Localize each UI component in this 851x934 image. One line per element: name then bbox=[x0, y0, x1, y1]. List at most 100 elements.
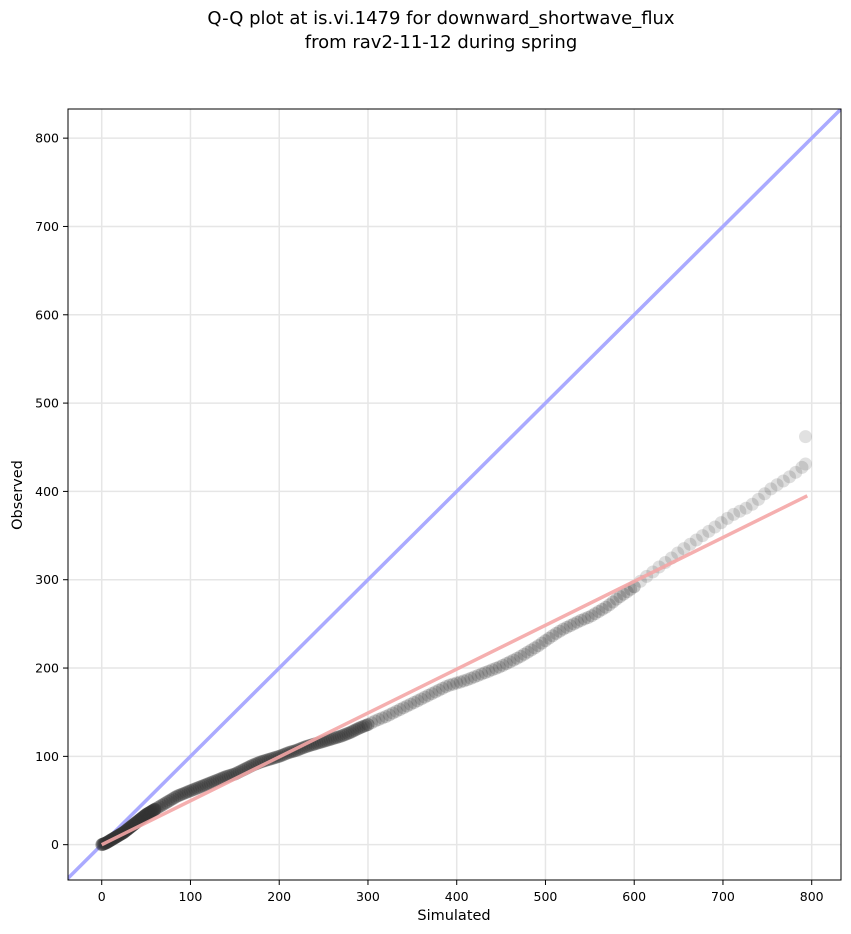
quantile-point bbox=[739, 501, 753, 515]
quantile-point bbox=[595, 602, 609, 616]
quantile-point bbox=[339, 727, 353, 741]
quantile-point bbox=[727, 507, 741, 521]
quantile-point bbox=[467, 670, 481, 684]
quantile-point bbox=[689, 533, 703, 547]
quantile-point bbox=[581, 611, 595, 625]
quantile-point bbox=[208, 774, 222, 788]
y-tick-label: 500 bbox=[35, 396, 59, 411]
x-axis-ticks: 0 100 200 300 400 500 600 700 800 bbox=[98, 880, 824, 904]
quantile-point bbox=[549, 626, 563, 640]
quantile-point bbox=[588, 607, 602, 621]
quantile-point bbox=[720, 511, 734, 525]
quantile-point bbox=[354, 720, 368, 734]
quantile-point bbox=[148, 802, 162, 816]
quantile-point bbox=[609, 592, 623, 606]
quantile-point bbox=[453, 675, 467, 689]
one-to-one-line bbox=[68, 109, 841, 880]
x-tick-label: 800 bbox=[800, 889, 824, 904]
quantile-point bbox=[439, 680, 453, 694]
quantile-point bbox=[206, 775, 220, 789]
regression-fit-line bbox=[100, 494, 809, 847]
quantile-point bbox=[733, 504, 747, 518]
quantile-point bbox=[215, 771, 229, 785]
quantile-point bbox=[606, 595, 620, 609]
y-tick-label: 200 bbox=[35, 661, 59, 676]
quantile-point bbox=[177, 786, 191, 800]
quantile-point bbox=[499, 657, 513, 671]
quantile-point bbox=[365, 716, 379, 730]
quantile-point bbox=[140, 807, 154, 821]
quantile-point bbox=[170, 789, 184, 803]
quantile-point bbox=[528, 641, 542, 655]
quantile-point bbox=[460, 673, 474, 687]
quantile-point bbox=[770, 478, 784, 492]
quantile-point bbox=[139, 807, 153, 821]
quantile-point bbox=[428, 685, 442, 699]
quantile-point bbox=[677, 542, 691, 556]
x-axis-label: Simulated bbox=[417, 908, 490, 924]
quantile-point bbox=[745, 497, 759, 511]
quantile-point bbox=[136, 810, 150, 824]
quantile-point bbox=[142, 806, 156, 820]
quantile-point bbox=[147, 803, 161, 817]
quantile-point bbox=[137, 809, 151, 823]
quantile-point bbox=[396, 701, 410, 715]
quantile-point bbox=[404, 697, 418, 711]
quantile-point bbox=[432, 683, 446, 697]
quantile-point bbox=[436, 681, 450, 695]
quantile-point bbox=[175, 787, 189, 801]
quantile-point bbox=[708, 520, 722, 534]
quantile-point bbox=[714, 516, 728, 530]
quantile-point bbox=[471, 668, 485, 682]
quantile-point bbox=[143, 805, 157, 819]
quantile-point bbox=[203, 776, 217, 790]
quantile-point bbox=[553, 624, 567, 638]
quantile-point bbox=[457, 674, 471, 688]
quantile-point bbox=[350, 722, 364, 736]
quantile-point bbox=[556, 622, 570, 636]
y-tick-label: 300 bbox=[35, 572, 59, 587]
quantile-point bbox=[135, 811, 149, 825]
quantile-point bbox=[450, 676, 464, 690]
quantile-point bbox=[758, 487, 772, 501]
quantile-point bbox=[159, 796, 173, 810]
quantile-points bbox=[95, 430, 813, 852]
quantile-point bbox=[683, 537, 697, 551]
quantile-point bbox=[764, 482, 778, 496]
quantile-point bbox=[148, 802, 162, 816]
quantile-point bbox=[507, 653, 521, 667]
x-tick-label: 400 bbox=[445, 889, 469, 904]
quantile-point bbox=[144, 805, 158, 819]
quantile-point bbox=[570, 615, 584, 629]
quantile-point bbox=[443, 678, 457, 692]
quantile-point bbox=[210, 773, 224, 787]
quantile-point bbox=[446, 677, 460, 691]
quantile-point bbox=[150, 801, 164, 815]
x-tick-label: 100 bbox=[179, 889, 203, 904]
quantile-point bbox=[332, 730, 346, 744]
plot-area bbox=[68, 109, 841, 880]
quantile-point bbox=[190, 781, 204, 795]
quantile-point bbox=[407, 695, 421, 709]
quantile-point bbox=[795, 460, 809, 474]
quantile-point bbox=[546, 629, 560, 643]
quantile-point bbox=[334, 729, 348, 743]
x-tick-label: 200 bbox=[267, 889, 291, 904]
quantile-point bbox=[345, 724, 359, 738]
quantile-point bbox=[321, 733, 335, 747]
quantile-point bbox=[602, 598, 616, 612]
quantile-point bbox=[475, 667, 489, 681]
quantile-point bbox=[414, 692, 428, 706]
quantile-point bbox=[613, 590, 627, 604]
quantile-point bbox=[585, 609, 599, 623]
quantile-point bbox=[411, 694, 425, 708]
quantile-point bbox=[146, 804, 160, 818]
plot-frame bbox=[67, 108, 842, 881]
quantile-point bbox=[212, 772, 226, 786]
quantile-point bbox=[538, 634, 552, 648]
quantile-point bbox=[496, 658, 510, 672]
quantile-point bbox=[464, 671, 478, 685]
quantile-point bbox=[389, 704, 403, 718]
quantile-point bbox=[166, 792, 180, 806]
